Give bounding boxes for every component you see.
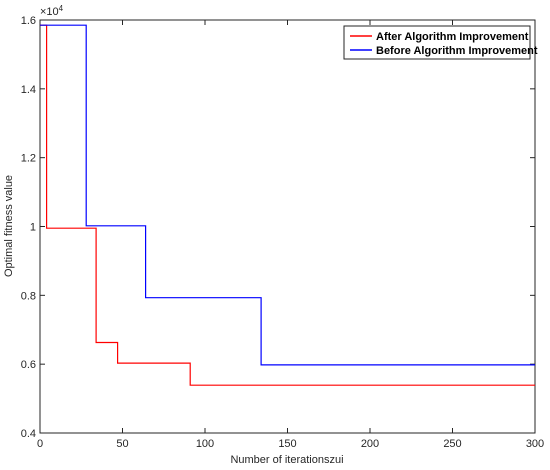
y-tick-label: 1 [30, 222, 36, 234]
y-exponent-label: ×104 [40, 4, 64, 18]
x-axis: 0 50 100 150 200 250 300 [37, 20, 544, 450]
legend-label-before: Before Algorithm Improvement [376, 45, 538, 57]
y-exponent-power: 4 [59, 4, 64, 13]
x-tick-label: 0 [37, 438, 43, 450]
y-exponent-base: ×10 [40, 6, 59, 18]
x-tick-label: 300 [526, 438, 544, 450]
x-tick-label: 50 [116, 438, 128, 450]
y-axis-label: Optimal fitness value [3, 175, 15, 277]
x-tick-label: 250 [443, 438, 461, 450]
y-tick-label: 0.4 [21, 428, 36, 440]
series-layer [40, 24, 535, 386]
x-axis-label: Number of iterationszui [230, 454, 343, 466]
x-tick-label: 100 [196, 438, 214, 450]
series-line-after [40, 24, 535, 386]
series-line-before [40, 24, 535, 366]
y-tick-label: 1.4 [21, 84, 36, 96]
y-tick-label: 0.8 [21, 290, 36, 302]
y-tick-label: 0.6 [21, 359, 36, 371]
legend-box [343, 25, 531, 60]
legend-label-after: After Algorithm Improvement [376, 31, 529, 43]
y-axis: 0.4 0.6 0.8 1 1.2 1.4 1.6 [21, 15, 535, 440]
y-tick-label: 1.6 [21, 15, 36, 27]
x-tick-label: 200 [361, 438, 379, 450]
legend: After Algorithm Improvement Before Algor… [343, 25, 538, 60]
plot-area [39, 19, 536, 434]
y-tick-label: 1.2 [21, 153, 36, 165]
x-tick-label: 150 [278, 438, 296, 450]
